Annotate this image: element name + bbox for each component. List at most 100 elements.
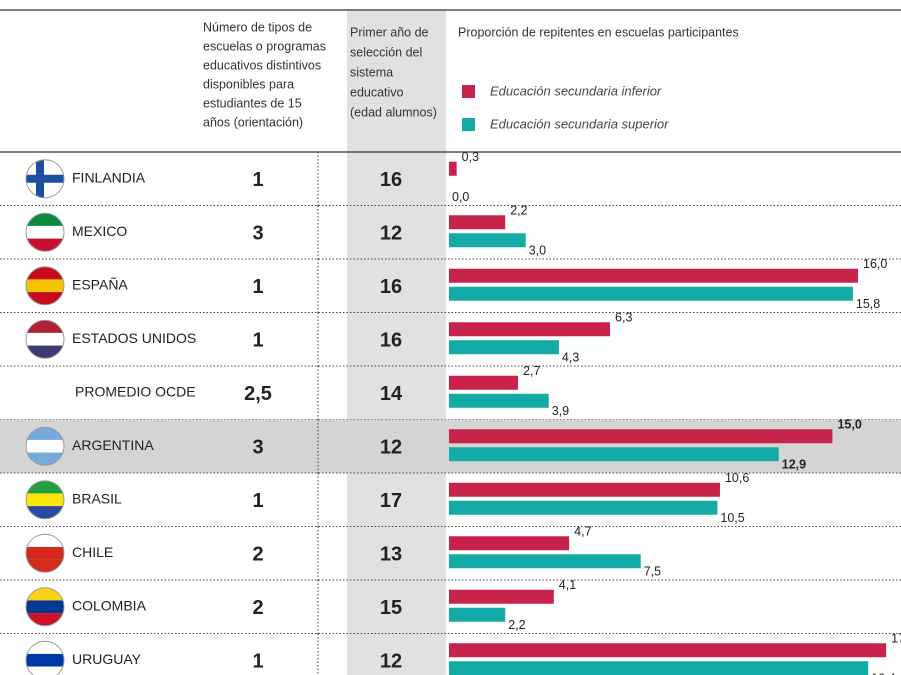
flag-part bbox=[26, 439, 64, 453]
legend-swatch bbox=[462, 118, 475, 131]
bar-inferior bbox=[449, 268, 858, 283]
first-year: 12 bbox=[380, 223, 402, 245]
flag bbox=[25, 480, 65, 520]
bar-inferior bbox=[449, 322, 611, 337]
flag bbox=[25, 266, 65, 306]
legend-label: Educación secundaria inferior bbox=[490, 83, 662, 98]
schools-count: 2 bbox=[252, 544, 263, 566]
flag-body bbox=[26, 159, 64, 198]
schools-count: 3 bbox=[252, 223, 263, 245]
value-label: 16,4 bbox=[871, 672, 895, 675]
bar-superior bbox=[449, 286, 853, 301]
value-label: 7,5 bbox=[644, 565, 661, 579]
bar-superior bbox=[449, 393, 549, 408]
flag-part bbox=[26, 613, 64, 626]
value-label: 16,0 bbox=[863, 257, 887, 271]
value-label: 3,9 bbox=[552, 404, 569, 418]
flag-rim bbox=[25, 159, 65, 199]
flag-rim bbox=[25, 587, 65, 627]
bar-header: Proporción de repitentes en escuelas par… bbox=[458, 25, 739, 39]
highlight-row bbox=[0, 419, 901, 473]
flag-body bbox=[26, 320, 64, 359]
value-label: 3,0 bbox=[529, 244, 546, 258]
flag-part bbox=[26, 266, 64, 280]
bar-inferior bbox=[449, 215, 506, 230]
flag bbox=[25, 212, 65, 252]
bar-superior bbox=[449, 340, 559, 355]
column-header: disponibles para bbox=[203, 77, 294, 91]
flag-part bbox=[26, 600, 64, 614]
flag bbox=[25, 533, 65, 573]
flag-body bbox=[26, 641, 64, 675]
flag bbox=[25, 640, 65, 675]
flag-part bbox=[26, 332, 64, 346]
column-header: estudiantes de 15 bbox=[203, 96, 302, 110]
schools-count: 1 bbox=[252, 276, 263, 298]
value-label: 4,1 bbox=[559, 578, 576, 592]
value-label: 6,3 bbox=[615, 311, 632, 325]
column-header: selección del bbox=[350, 45, 422, 59]
flag-part bbox=[26, 506, 64, 519]
flag-part bbox=[26, 427, 64, 440]
flag-rim bbox=[25, 533, 65, 573]
country-name: URUGUAY bbox=[72, 651, 142, 667]
flag-part bbox=[26, 546, 64, 560]
value-label: 2,2 bbox=[508, 618, 525, 632]
value-label: 2,2 bbox=[510, 204, 527, 218]
flag bbox=[25, 319, 65, 359]
legend-label: Educación secundaria superior bbox=[490, 116, 669, 131]
bar-inferior bbox=[449, 643, 887, 658]
flag-part bbox=[26, 279, 64, 293]
bar-inferior bbox=[449, 375, 519, 390]
schools-count: 1 bbox=[252, 169, 263, 191]
flag-part bbox=[26, 587, 64, 601]
flag-part bbox=[26, 345, 64, 359]
flag-part bbox=[26, 225, 64, 239]
flag-part bbox=[26, 238, 64, 252]
schools-count: 1 bbox=[252, 330, 263, 352]
column-header: escuelas o programas bbox=[203, 39, 326, 53]
flag-part bbox=[26, 452, 64, 466]
flag-part bbox=[26, 534, 64, 547]
first-year: 16 bbox=[380, 276, 402, 298]
flag-rim bbox=[25, 266, 65, 306]
schools-count: 2 bbox=[252, 597, 263, 619]
flag-part bbox=[26, 493, 64, 507]
value-label: 10,6 bbox=[725, 471, 749, 485]
bar-inferior bbox=[449, 482, 720, 497]
flag-body bbox=[26, 534, 64, 573]
column-header: (edad alumnos) bbox=[350, 105, 437, 119]
schools-count: 1 bbox=[252, 651, 263, 673]
value-label: 12,9 bbox=[782, 458, 806, 472]
column-header: sistema bbox=[350, 65, 393, 79]
flag bbox=[25, 426, 65, 466]
first-year: 12 bbox=[380, 651, 402, 673]
flag-part bbox=[26, 320, 64, 333]
flag-part bbox=[26, 480, 64, 494]
first-year: 16 bbox=[380, 169, 402, 191]
flag bbox=[25, 587, 65, 627]
bar-inferior bbox=[449, 536, 570, 551]
flag-body bbox=[26, 427, 64, 466]
country-name: CHILE bbox=[72, 544, 113, 560]
value-label: 17,1 bbox=[891, 632, 901, 646]
country-name: ARGENTINA bbox=[72, 437, 154, 453]
flag-rim bbox=[25, 212, 65, 252]
column-header: años (orientación) bbox=[203, 115, 303, 129]
first-year: 12 bbox=[380, 437, 402, 459]
flag-rim bbox=[25, 426, 65, 466]
year-column-bg bbox=[347, 10, 446, 675]
column-header: Número de tipos de bbox=[203, 20, 312, 34]
column-header: Primer año de bbox=[350, 25, 429, 39]
flag-rim bbox=[25, 640, 65, 675]
flag-part bbox=[36, 159, 44, 198]
country-name: ESTADOS UNIDOS bbox=[72, 330, 196, 346]
value-label: 0,0 bbox=[452, 190, 469, 204]
schools-count: 3 bbox=[252, 437, 263, 459]
first-year: 16 bbox=[380, 330, 402, 352]
country-name: PROMEDIO OCDE bbox=[75, 383, 196, 399]
first-year: 15 bbox=[380, 597, 402, 619]
column-header: educativo bbox=[350, 85, 404, 99]
country-name: MEXICO bbox=[72, 223, 127, 239]
bar-inferior bbox=[449, 429, 833, 444]
